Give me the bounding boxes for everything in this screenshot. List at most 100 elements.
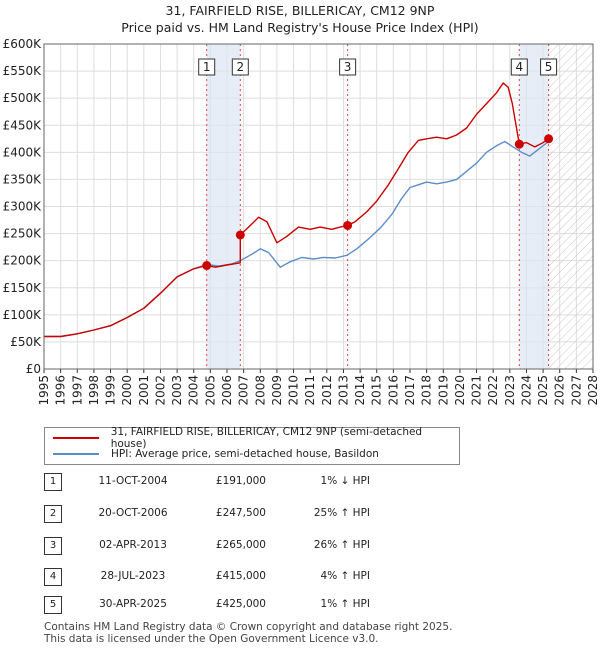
sale-price: £191,000: [215, 475, 266, 487]
x-tick-label: 2008: [253, 375, 267, 406]
sale-row: 1 11-OCT-2004 £191,000 1% ↓ HPI: [44, 473, 464, 491]
sale-point: [544, 134, 554, 144]
x-tick-label: 2001: [137, 375, 151, 406]
sale-price: £425,000: [215, 598, 266, 610]
x-tick-label: 1996: [54, 375, 68, 406]
legend-label-property: 31, FAIRFIELD RISE, BILLERICAY, CM12 9NP…: [110, 426, 423, 450]
x-tick-label: 2025: [536, 375, 550, 406]
sale-hpi-change: 25% ↑ HPI: [313, 507, 370, 519]
sale-point: [202, 261, 212, 271]
x-tick-label: 2005: [203, 375, 217, 406]
y-tick-label: £0: [26, 362, 41, 376]
sale-date: 20-OCT-2006: [98, 507, 168, 519]
plot-frame: [43, 43, 594, 370]
y-tick-label: £500K: [3, 91, 43, 105]
sale-date: 30-APR-2025: [99, 598, 167, 610]
sale-row: 2 20-OCT-2006 £247,500 25% ↑ HPI: [44, 505, 464, 523]
x-tick-label: 2002: [153, 375, 167, 406]
y-tick-label: £250K: [3, 227, 43, 241]
sale-hpi-change: 4% ↑ HPI: [320, 570, 370, 582]
y-tick-label: £450K: [3, 118, 43, 132]
sale-row: 5 30-APR-2025 £425,000 1% ↑ HPI: [44, 596, 464, 614]
x-tick-label: 2011: [303, 375, 317, 406]
sale-marker-box: [339, 58, 357, 76]
x-tick-label: 2000: [120, 375, 134, 406]
x-tick-label: 2016: [386, 375, 400, 406]
y-tick-label: £200K: [3, 254, 43, 268]
x-tick-label: 2028: [586, 375, 600, 406]
legend-label-hpi: HPI: Average price, semi-detached house,…: [111, 448, 379, 460]
x-tick-label: 2009: [270, 375, 284, 406]
legend-item-property: 31, FAIRFIELD RISE, BILLERICAY, CM12 9NP…: [53, 426, 459, 450]
y-tick-label: £50K: [10, 335, 42, 349]
x-tick-label: 2017: [403, 375, 417, 406]
x-tick-label: 2020: [453, 375, 467, 406]
legend-swatch-property: [53, 437, 99, 439]
shaded-range: [519, 44, 549, 369]
y-tick-label: £300K: [3, 200, 43, 214]
sale-date: 11-OCT-2004: [98, 475, 168, 487]
sale-number: 5: [44, 596, 62, 614]
x-tick-label: 2023: [503, 375, 517, 406]
x-tick-label: 2022: [486, 375, 500, 406]
sale-marker-label: 3: [344, 60, 352, 74]
x-tick-label: 2007: [237, 375, 251, 406]
sale-number: 1: [44, 473, 62, 491]
footer: Contains HM Land Registry data © Crown c…: [44, 621, 452, 645]
x-tick-label: 2012: [320, 375, 334, 406]
sale-price: £265,000: [215, 539, 266, 551]
x-tick-label: 1995: [37, 375, 51, 406]
x-tick-label: 1998: [87, 375, 101, 406]
sale-marker-label: 5: [545, 60, 553, 74]
sale-price: £415,000: [215, 570, 266, 582]
y-tick-label: £600K: [3, 37, 43, 51]
x-tick-label: 2004: [187, 375, 201, 406]
sale-marker-label: 1: [203, 60, 211, 74]
sale-point: [514, 139, 524, 149]
sale-hpi-change: 26% ↑ HPI: [313, 539, 370, 551]
sale-marker-label: 4: [515, 60, 523, 74]
sale-date: 02-APR-2013: [99, 539, 167, 551]
x-tick-label: 2027: [569, 375, 583, 406]
legend-swatch-hpi: [53, 453, 99, 455]
sale-price: £247,500: [215, 507, 266, 519]
x-tick-label: 1999: [104, 375, 118, 406]
future-hatch: [548, 44, 593, 369]
sale-row: 4 28-JUL-2023 £415,000 4% ↑ HPI: [44, 568, 464, 586]
footer-copyright: Contains HM Land Registry data © Crown c…: [44, 621, 453, 633]
sale-marker-label: 2: [236, 60, 244, 74]
x-tick-label: 2014: [353, 375, 367, 406]
y-tick-label: £550K: [3, 64, 43, 78]
legend: 31, FAIRFIELD RISE, BILLERICAY, CM12 9NP…: [44, 426, 460, 465]
sale-marker-box: [540, 58, 558, 76]
x-tick-label: 2024: [519, 375, 533, 406]
sale-point: [343, 220, 353, 230]
sale-marker-box: [231, 58, 249, 76]
legend-item-hpi: HPI: Average price, semi-detached house,…: [53, 446, 379, 462]
price-chart: 1 2 3 4 5 £0 £50K £100K £150K £200K £250K £300K £35…: [3, 37, 600, 406]
y-tick-label: £400K: [3, 145, 43, 159]
x-tick-label: 2013: [336, 375, 350, 406]
sale-date: 28-JUL-2023: [100, 570, 166, 582]
x-tick-label: 2019: [436, 375, 450, 406]
sale-point: [235, 230, 245, 240]
sale-row: 3 02-APR-2013 £265,000 26% ↑ HPI: [44, 537, 464, 555]
x-tick-label: 2021: [470, 375, 484, 406]
x-tick-label: 2003: [170, 375, 184, 406]
x-tick-label: 2026: [553, 375, 567, 406]
y-tick-label: £150K: [3, 281, 43, 295]
x-tick-label: 1997: [70, 375, 84, 406]
sale-hpi-change: 1% ↓ HPI: [320, 475, 370, 487]
y-tick-label: £350K: [3, 172, 43, 186]
chart-title: 31, FAIRFIELD RISE, BILLERICAY, CM12 9NP: [165, 3, 435, 18]
chart-subtitle: Price paid vs. HM Land Registry's House …: [121, 20, 479, 35]
sale-number: 2: [44, 505, 62, 523]
sale-marker-box: [510, 58, 528, 76]
footer-licence: This data is licensed under the Open Gov…: [44, 633, 379, 645]
sale-hpi-change: 1% ↑ HPI: [320, 598, 370, 610]
x-tick-label: 2006: [220, 375, 234, 406]
y-tick-label: £100K: [3, 308, 43, 322]
property-series-line: [44, 82, 549, 338]
shaded-range: [206, 44, 241, 369]
x-tick-label: 2018: [420, 375, 434, 406]
